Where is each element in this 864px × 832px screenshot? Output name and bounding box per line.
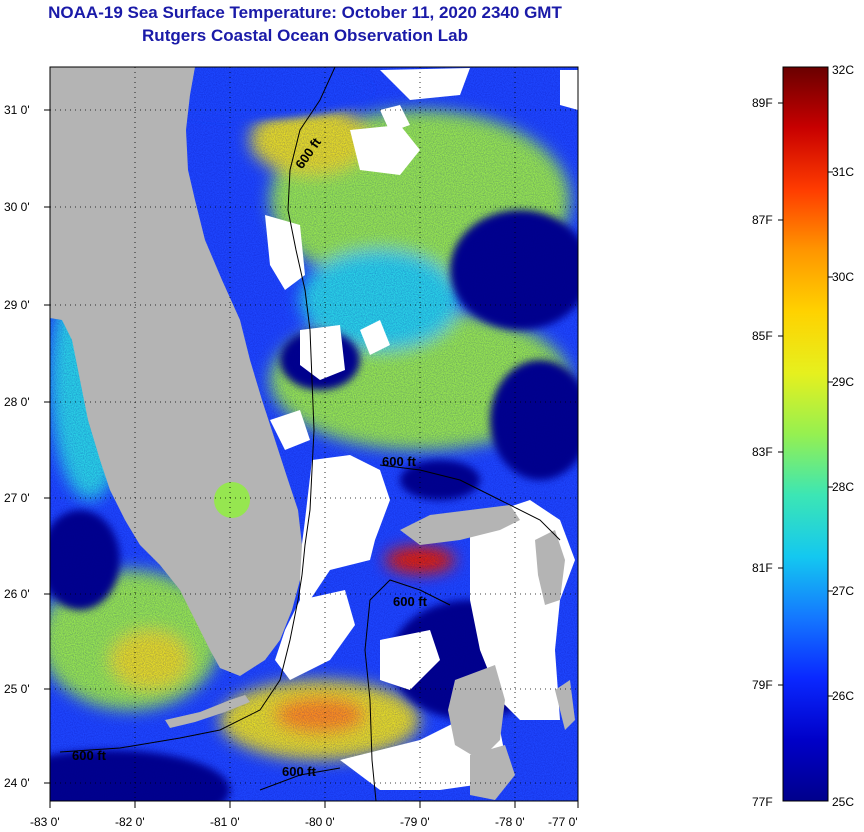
lat-label: 25 0' (4, 682, 30, 696)
map-subtitle: Rutgers Coastal Ocean Observation Lab (142, 26, 468, 45)
colorbar-ticks (778, 102, 833, 697)
colorbar-f-label: 81F (752, 561, 773, 575)
colorbar-f-label: 77F (752, 795, 773, 809)
isobath-600ft (59, 67, 561, 801)
lat-label: 30 0' (4, 200, 30, 214)
lon-label: -83 0' (30, 815, 60, 829)
colorbar-c-label: 31C (832, 165, 854, 179)
colorbar-c-label: 29C (832, 375, 854, 389)
lat-label: 29 0' (4, 298, 30, 312)
colorbar-c-label: 25C (832, 795, 854, 809)
lon-label: -82 0' (115, 815, 145, 829)
sst-map: 600 ft 600 ft 600 ft 600 ft 600 ft (50, 67, 578, 801)
florida-peninsula (50, 67, 302, 676)
colorbar-c-label: 30C (832, 270, 854, 284)
frame-ticks (44, 109, 579, 808)
land-mass (50, 67, 575, 800)
lat-label: 26 0' (4, 587, 30, 601)
lon-label: -77 0' (548, 815, 578, 829)
colorbar-c-label: 26C (832, 689, 854, 703)
lon-label: -78 0' (495, 815, 525, 829)
bahamas-berry (470, 745, 515, 800)
lat-label: 31 0' (4, 103, 30, 117)
colorbar-f-label: 79F (752, 678, 773, 692)
graticule (50, 67, 578, 801)
lat-label: 27 0' (4, 491, 30, 505)
colorbar-scale (782, 66, 829, 802)
colorbar-f-label: 87F (752, 213, 773, 227)
colorbar-f-label: 83F (752, 445, 773, 459)
colorbar-c-label: 27C (832, 584, 854, 598)
bahamas-abaco (535, 530, 565, 605)
colorbar-f-label: 89F (752, 96, 773, 110)
latitude-labels: 31 0' 30 0' 29 0' 28 0' 27 0' 26 0' 25 0… (4, 103, 30, 790)
keys-islands (165, 695, 250, 728)
longitude-labels: -83 0' -82 0' -81 0' -80 0' -79 0' -78 0… (30, 815, 578, 829)
contour-label-gulf: 600 ft (72, 748, 107, 763)
colorbar-c-label: 32C (832, 63, 854, 77)
colorbar-f-label: 85F (752, 329, 773, 343)
lake-okeechobee (214, 482, 250, 518)
lon-label: -79 0' (400, 815, 430, 829)
bahamas-grand-bahama (400, 505, 520, 545)
contour-label-straits: 600 ft (393, 594, 428, 609)
map-title: NOAA-19 Sea Surface Temperature: October… (48, 3, 562, 22)
lat-label: 28 0' (4, 395, 30, 409)
temperature-colorbar: 32C 31C 30C 29C 28C 27C 26C 25C 89F 87F … (752, 63, 854, 809)
contour-label-south: 600 ft (282, 764, 317, 779)
lat-label: 24 0' (4, 776, 30, 790)
colorbar-c-label: 28C (832, 480, 854, 494)
lon-label: -81 0' (210, 815, 240, 829)
map-frame (49, 66, 579, 802)
contour-label-bahamas-north: 600 ft (382, 454, 417, 469)
bahamas-eleuthera (555, 680, 575, 730)
lon-label: -80 0' (305, 815, 335, 829)
